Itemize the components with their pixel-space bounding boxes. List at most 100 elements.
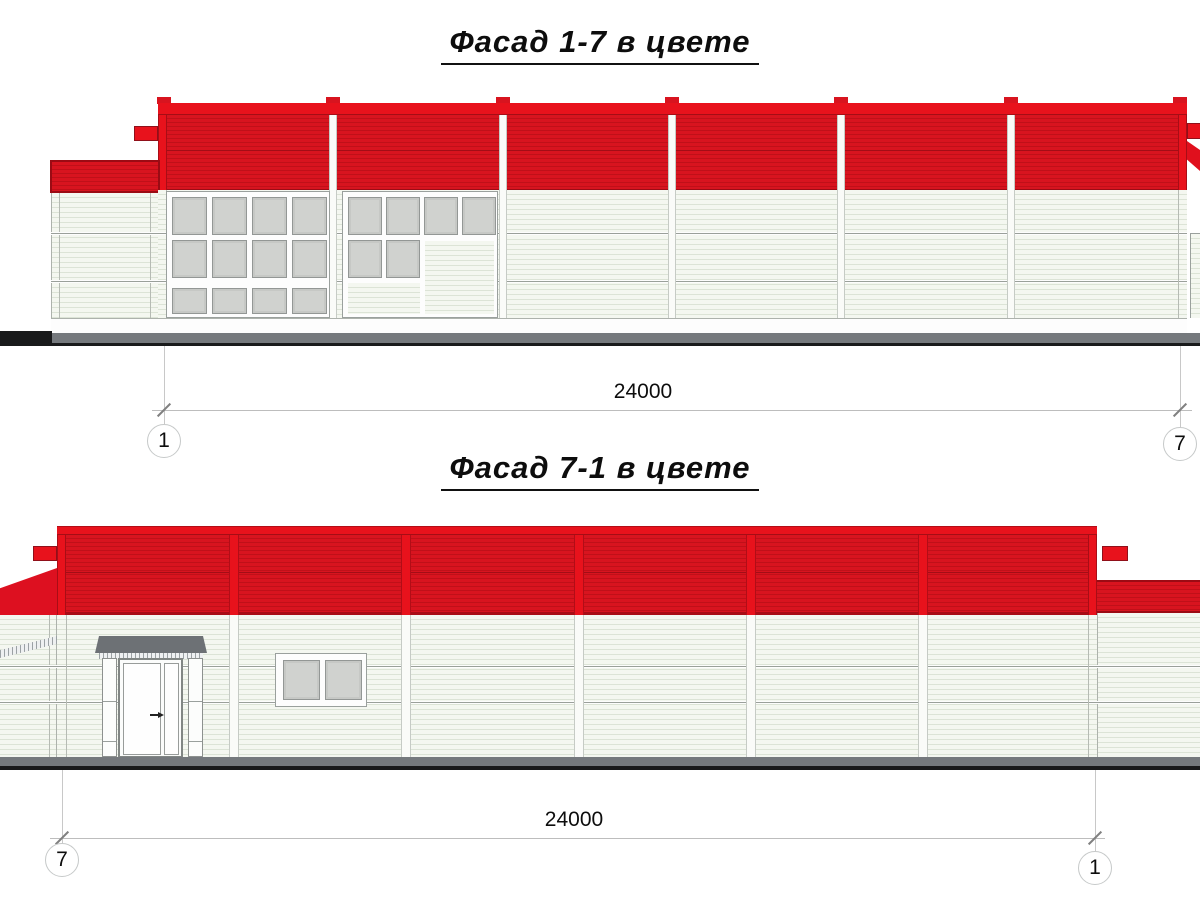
window-pane [212,240,247,278]
wall-axis-strip [329,190,337,318]
corner-pilaster [158,115,167,190]
wall-joint-line [0,702,1200,703]
axis-label: 1 [158,429,170,452]
dimension-line [152,410,1192,411]
axis-circle-1: 1 [147,424,181,458]
door-leaf-right [164,663,179,755]
parapet-cap [834,97,848,104]
window-pane [252,288,287,314]
window-pane [292,240,327,278]
stepped-wall-infill [348,278,420,314]
ground-line [0,766,1200,770]
wall-axis-strip [837,190,845,318]
window-pane [462,197,496,235]
window-block-bay2 [342,191,498,318]
facade-1-7-drawing: 24000 1 7 [0,97,1200,461]
axis-circle-7: 7 [45,843,79,877]
annex-wall [1097,613,1200,758]
axis-label: 7 [56,848,68,871]
wall-axis-strip [668,190,676,318]
dimension-value: 24000 [544,808,604,831]
roof-edge-tab [1102,546,1128,561]
porch-fascia-hatched [99,653,203,659]
dimension-line [50,838,1105,839]
wall-axis-strip [401,615,411,758]
wall-axis-strip [574,615,584,758]
roof-edge-tab [33,546,57,561]
axis-pilaster-strip [329,115,337,190]
window-pane [212,288,247,314]
facade-7-1-drawing: 24000 7 1 [0,460,1200,900]
ground-strip [0,757,1200,767]
window-pane [292,197,327,235]
porch-post [102,658,117,757]
facade-1-7-title: Фасад 1-7 в цвете [441,24,759,65]
window-pane [252,240,287,278]
door-handle-arrow [150,712,164,718]
wall-axis-strip [229,615,239,758]
axis-pilaster-strip [668,115,676,190]
window-pane [325,660,362,700]
window-block-bay1 [166,191,330,318]
parapet-cap [496,97,510,104]
annex-red-band [50,160,160,193]
axis-pilaster-red [401,535,411,615]
window-pane [348,240,382,278]
window-pane [386,240,420,278]
axis-pilaster-red [918,535,928,615]
post-joint [189,701,202,702]
wall-joint-line [0,666,1200,667]
axis-circle-1: 1 [1078,851,1112,885]
parapet-cap [326,97,340,104]
ground-line [0,343,1200,346]
wall-axis-strip [918,615,928,758]
window-pane [292,288,327,314]
parapet-coping [158,103,1187,115]
extension-line [164,346,165,424]
roof-edge-tab [134,126,158,141]
extension-line [1180,346,1181,427]
window-block [275,653,367,707]
window-pane [252,197,287,235]
wall-axis-strip [746,615,756,758]
annex-wall [0,615,57,758]
window-pane [386,197,420,235]
corner-line [66,615,67,758]
side-canopy-slope [1187,141,1200,171]
window-pane [212,197,247,235]
dimension-value: 24000 [613,380,673,403]
post-joint [103,741,116,742]
axis-label: 1 [1089,856,1101,879]
ground-strip-dark [0,331,52,345]
door-leaf-left [123,663,161,755]
axis-circle-7: 7 [1163,427,1197,461]
entrance-door [118,658,183,758]
wall-joint-line [51,233,1187,234]
porch-post [188,658,203,757]
corner-line [1178,190,1179,318]
axis-pilaster-red [574,535,584,615]
annex-corner-line [150,193,151,318]
wall-axis-strip [499,190,507,318]
ground-strip [0,333,1200,343]
axis-pilaster-strip [837,115,845,190]
post-joint [103,701,116,702]
plinth [51,318,1187,333]
parapet-cap [665,97,679,104]
annex-corner-line [49,615,50,758]
corner-pilaster [1088,535,1097,615]
annex-red-band [1097,580,1200,613]
window-pane [172,288,207,314]
axis-pilaster-strip [1007,115,1015,190]
post-joint [189,741,202,742]
wall-joint-line [51,281,1187,282]
corner-pilaster [1178,115,1187,190]
axis-pilaster-strip [499,115,507,190]
roof-edge-tab [1187,123,1200,139]
side-canopy-slope [0,568,57,615]
extension-line [1095,770,1096,851]
facade-1-7-title-row: Фасад 1-7 в цвете [0,24,1200,65]
window-pane [348,197,382,235]
corner-pilaster [57,535,66,615]
